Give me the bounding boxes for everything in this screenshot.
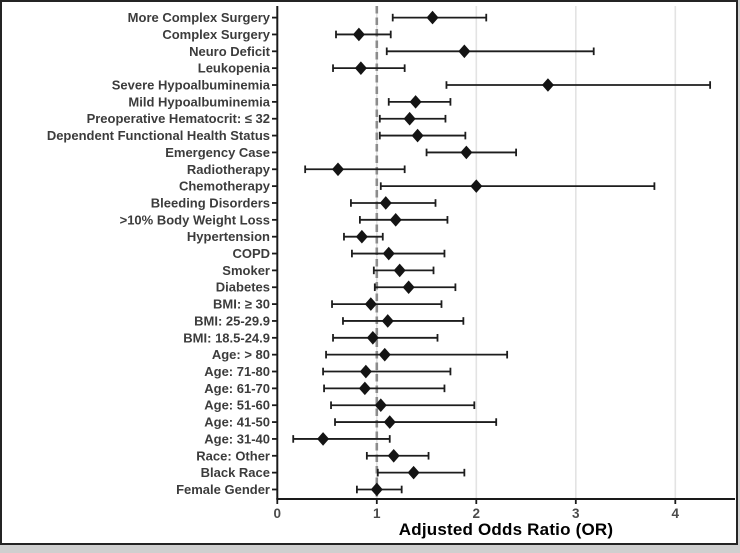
row-label: Age: 51-60 — [204, 398, 270, 413]
or-point-diamond — [354, 61, 367, 75]
row-label: COPD — [232, 246, 270, 261]
row-label: >10% Body Weight Loss — [120, 212, 270, 227]
or-point-diamond — [383, 415, 396, 429]
or-point-diamond — [458, 44, 471, 59]
row-label: Severe Hypoalbuminemia — [112, 78, 271, 93]
x-axis-title: Adjusted Odds Ratio (OR) — [398, 520, 614, 539]
row-label: Diabetes — [216, 280, 270, 295]
or-point-diamond — [366, 331, 379, 345]
or-point-diamond — [382, 246, 395, 261]
or-point-diamond — [359, 364, 372, 379]
or-point-diamond — [409, 95, 422, 109]
or-point-diamond — [374, 398, 387, 413]
row-label: Radiotherapy — [187, 162, 271, 177]
or-point-diamond — [460, 145, 473, 160]
or-point-diamond — [402, 280, 415, 295]
row-label: Emergency Case — [165, 145, 270, 160]
or-point-diamond — [364, 297, 377, 311]
or-point-diamond — [411, 128, 424, 143]
x-tick-label: 2 — [473, 506, 481, 521]
or-point-diamond — [407, 465, 420, 480]
row-label: Mild Hypoalbuminemia — [128, 94, 270, 109]
or-point-diamond — [352, 27, 365, 42]
or-point-diamond — [355, 229, 368, 244]
row-label: BMI: 25-29.9 — [194, 313, 270, 328]
row-label: BMI: 18.5-24.9 — [183, 330, 270, 345]
row-label: Smoker — [222, 263, 270, 278]
row-label: Neuro Deficit — [189, 44, 271, 59]
row-label: Female Gender — [176, 482, 270, 497]
row-label: Age: 61-70 — [204, 381, 270, 396]
or-point-diamond — [317, 432, 330, 446]
x-tick-label: 1 — [373, 506, 381, 521]
row-label: Chemotherapy — [179, 179, 271, 194]
row-label: Age: 41-50 — [204, 415, 270, 430]
or-point-diamond — [426, 10, 439, 25]
or-point-diamond — [393, 263, 406, 278]
row-label: Hypertension — [187, 229, 270, 244]
or-point-diamond — [541, 78, 554, 92]
row-label: Race: Other — [196, 448, 270, 463]
or-point-diamond — [470, 179, 483, 193]
row-label: Age: 71-80 — [204, 364, 270, 379]
x-tick-label: 4 — [672, 506, 680, 521]
row-label: Age: > 80 — [212, 347, 270, 362]
or-point-diamond — [381, 314, 394, 328]
row-label: More Complex Surgery — [128, 10, 271, 25]
row-label: Complex Surgery — [162, 27, 270, 42]
or-point-diamond — [378, 347, 391, 362]
or-point-diamond — [370, 482, 383, 497]
row-label: Dependent Functional Health Status — [47, 128, 270, 143]
row-label: Bleeding Disorders — [151, 195, 270, 210]
or-point-diamond — [389, 213, 402, 227]
x-tick-label: 3 — [572, 506, 580, 521]
or-point-diamond — [358, 381, 371, 396]
or-point-diamond — [331, 162, 344, 177]
row-label: Black Race — [201, 465, 270, 480]
row-label: Leukopenia — [198, 61, 271, 76]
or-point-diamond — [379, 196, 392, 210]
row-label: BMI: ≥ 30 — [213, 297, 270, 312]
or-point-diamond — [403, 111, 416, 126]
or-point-diamond — [387, 448, 400, 463]
row-label: Age: 31-40 — [204, 431, 270, 446]
x-tick-label: 0 — [274, 506, 282, 521]
row-label: Preoperative Hematocrit: ≤ 32 — [87, 111, 270, 126]
